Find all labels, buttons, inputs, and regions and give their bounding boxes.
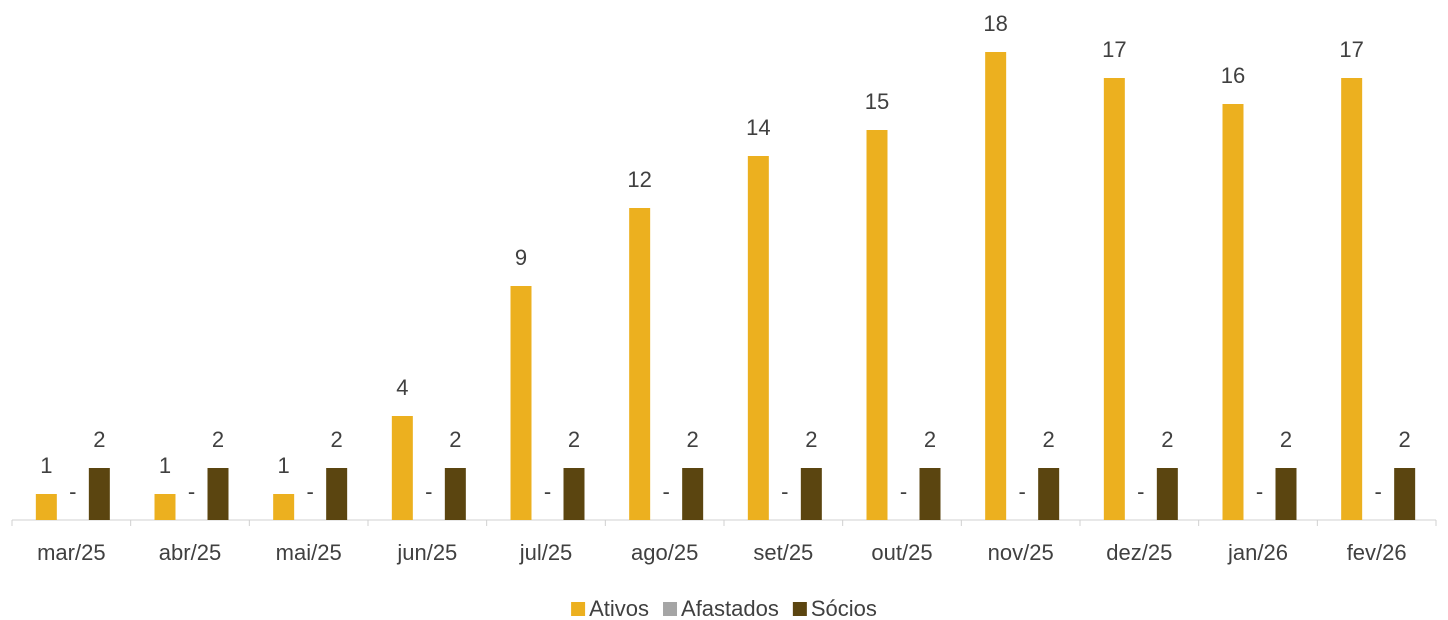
value-label: - [307, 479, 314, 504]
value-label: 16 [1221, 63, 1245, 88]
bar [747, 156, 769, 520]
bar [510, 286, 532, 520]
value-label: - [900, 479, 907, 504]
value-label: 1 [159, 453, 171, 478]
value-label: 2 [805, 427, 817, 452]
bar [800, 468, 822, 520]
bar [1394, 468, 1416, 520]
value-label: 2 [1399, 427, 1411, 452]
x-tick-label: mai/25 [276, 540, 342, 565]
value-label: - [544, 479, 551, 504]
bar [207, 468, 229, 520]
x-tick-label: jun/25 [396, 540, 457, 565]
legend-label: Afastados [681, 596, 779, 620]
bar [1038, 468, 1060, 520]
bar [1103, 78, 1125, 520]
value-label: 12 [627, 167, 651, 192]
value-label: - [1375, 479, 1382, 504]
value-label: 4 [396, 375, 408, 400]
value-label: - [663, 479, 670, 504]
bar [1341, 78, 1363, 520]
legend-swatch [792, 602, 807, 616]
bar [35, 494, 57, 520]
bar [391, 416, 413, 520]
bar [1275, 468, 1297, 520]
bar [273, 494, 295, 520]
value-label: - [69, 479, 76, 504]
value-label: 2 [924, 427, 936, 452]
x-tick-label: jul/25 [519, 540, 573, 565]
value-label: 2 [212, 427, 224, 452]
x-tick-label: out/25 [871, 540, 932, 565]
value-label: - [1019, 479, 1026, 504]
bar [88, 468, 110, 520]
value-label: 9 [515, 245, 527, 270]
bar [444, 468, 466, 520]
x-tick-label: ago/25 [631, 540, 698, 565]
value-label: 2 [449, 427, 461, 452]
value-label: 2 [687, 427, 699, 452]
value-label: 2 [1161, 427, 1173, 452]
x-tick-label: dez/25 [1106, 540, 1172, 565]
value-label: 14 [746, 115, 770, 140]
value-label: 17 [1102, 37, 1126, 62]
legend-label: Ativos [589, 596, 649, 620]
value-label: 2 [568, 427, 580, 452]
value-label: 18 [983, 11, 1007, 36]
x-tick-label: nov/25 [988, 540, 1054, 565]
value-label: 1 [40, 453, 52, 478]
value-label: - [425, 479, 432, 504]
value-label: - [1137, 479, 1144, 504]
x-tick-label: set/25 [753, 540, 813, 565]
x-tick-label: fev/26 [1347, 540, 1407, 565]
x-tick-label: jan/26 [1227, 540, 1288, 565]
bar [326, 468, 348, 520]
value-label: 15 [865, 89, 889, 114]
value-label: 2 [1280, 427, 1292, 452]
bar [682, 468, 704, 520]
value-label: - [188, 479, 195, 504]
value-label: 2 [331, 427, 343, 452]
value-label: - [1256, 479, 1263, 504]
bar [1156, 468, 1178, 520]
value-label: 2 [93, 427, 105, 452]
bar [154, 494, 176, 520]
bar [919, 468, 941, 520]
value-label: - [781, 479, 788, 504]
value-label: 1 [278, 453, 290, 478]
value-label: 17 [1339, 37, 1363, 62]
bar [866, 130, 888, 520]
legend-label: Sócios [811, 596, 877, 620]
x-tick-label: mar/25 [37, 540, 105, 565]
value-label: 2 [1043, 427, 1055, 452]
legend-swatch [663, 602, 678, 616]
x-tick-label: abr/25 [159, 540, 221, 565]
bar [1222, 104, 1244, 520]
bar [629, 208, 651, 520]
bar [563, 468, 585, 520]
legend-swatch [571, 602, 586, 616]
bar [985, 52, 1007, 520]
